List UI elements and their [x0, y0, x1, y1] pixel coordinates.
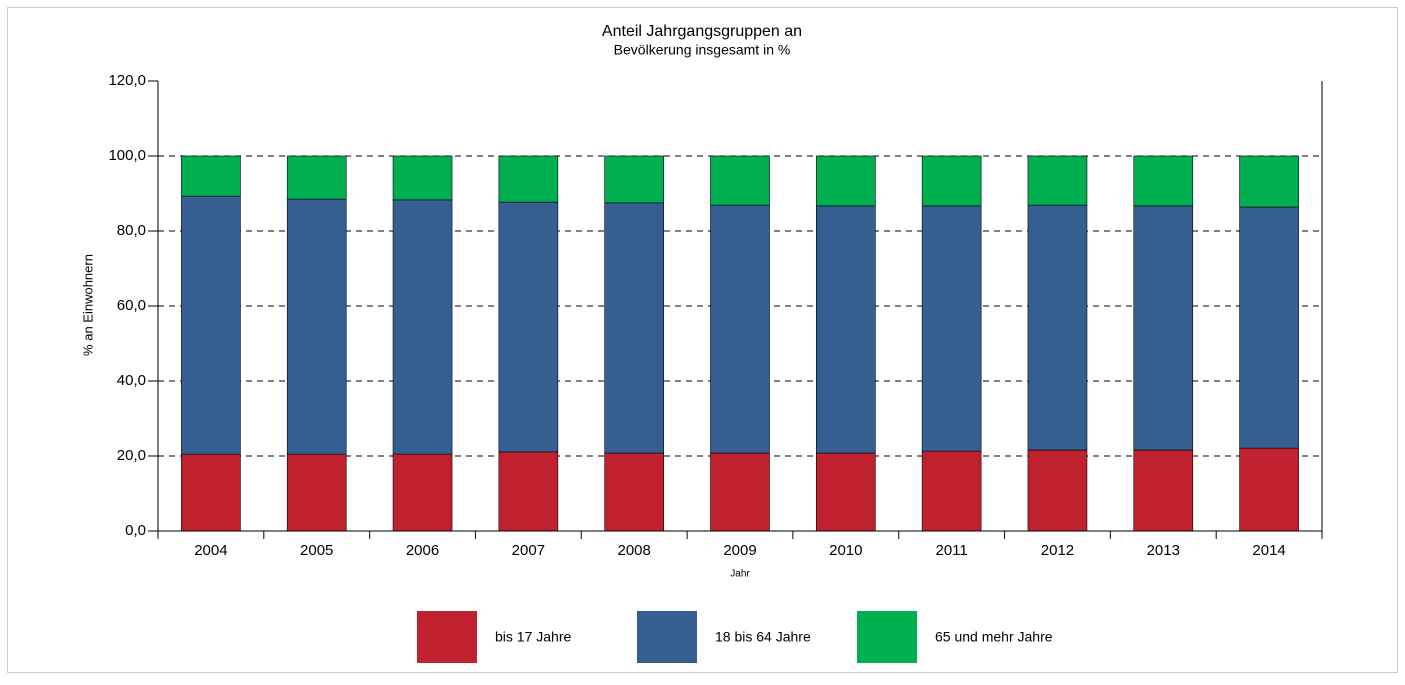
- x-tick-label: 2009: [723, 542, 756, 559]
- x-axis-label: Jahr: [730, 569, 750, 580]
- chart-subtitle: Bevölkerung insgesamt in %: [614, 42, 791, 58]
- x-tick-label: 2014: [1252, 542, 1285, 559]
- y-tick-label: 20,0: [117, 447, 146, 464]
- bar-segment: [1027, 204, 1088, 451]
- bar-segment: [392, 453, 453, 532]
- bar-segment: [921, 450, 982, 532]
- legend-label: 65 und mehr Jahre: [935, 629, 1053, 645]
- bar-segment: [286, 453, 347, 532]
- bar-segment: [710, 204, 770, 454]
- bar-segment: [392, 199, 453, 455]
- x-tick-label: 2005: [300, 542, 333, 559]
- bar-segment: [710, 452, 770, 532]
- bar-segment: [498, 201, 559, 453]
- x-tick-label: 2008: [617, 542, 650, 559]
- bar-segment: [604, 155, 664, 204]
- bar-segment: [498, 155, 559, 203]
- y-tick-label: 80,0: [117, 222, 146, 239]
- bar-segment: [1133, 449, 1194, 532]
- bar-segment: [1027, 449, 1088, 532]
- bar-segment: [921, 205, 982, 452]
- legend-swatch: [857, 611, 917, 663]
- x-tick-label: 2004: [194, 542, 227, 559]
- bar-segment: [1133, 205, 1194, 451]
- x-tick-label: 2012: [1041, 542, 1074, 559]
- y-tick-label: 0,0: [125, 522, 146, 539]
- y-tick-label: 60,0: [117, 297, 146, 314]
- bar-segment: [1239, 155, 1299, 208]
- frame: [7, 7, 1398, 673]
- x-tick-label: 2013: [1147, 542, 1180, 559]
- bar-segment: [1133, 155, 1194, 207]
- legend-label: 18 bis 64 Jahre: [715, 629, 811, 645]
- bar-segment: [816, 155, 876, 207]
- x-tick-label: 2011: [936, 542, 968, 559]
- bar-segment: [181, 195, 241, 455]
- bar-segment: [286, 198, 347, 455]
- bar-segment: [604, 202, 664, 454]
- bar-segment: [181, 453, 241, 532]
- bar-segment: [181, 155, 241, 197]
- x-tick-label: 2010: [829, 542, 862, 559]
- legend-swatch: [637, 611, 697, 663]
- legend-swatch: [417, 611, 477, 663]
- bar-segment: [816, 452, 876, 532]
- bar-segment: [921, 155, 982, 207]
- y-tick-label: 120,0: [108, 72, 146, 89]
- y-axis-label: % an Einwohnern: [80, 254, 95, 356]
- bar-segment: [286, 155, 347, 200]
- bar-segment: [1027, 155, 1088, 206]
- x-tick-label: 2007: [512, 542, 545, 559]
- bar-segment: [816, 205, 876, 454]
- bar-segment: [1239, 447, 1299, 532]
- bar-segment: [1239, 206, 1299, 449]
- y-tick-label: 40,0: [117, 372, 146, 389]
- y-tick-label: 100,0: [108, 147, 146, 164]
- legend-label: bis 17 Jahre: [495, 629, 571, 645]
- bar-segment: [604, 452, 664, 532]
- chart-title: Anteil Jahrgangsgruppen an: [602, 23, 802, 40]
- bar-segment: [392, 155, 453, 201]
- x-tick-label: 2006: [406, 542, 439, 559]
- bar-segment: [498, 451, 559, 532]
- bar-segment: [710, 155, 770, 206]
